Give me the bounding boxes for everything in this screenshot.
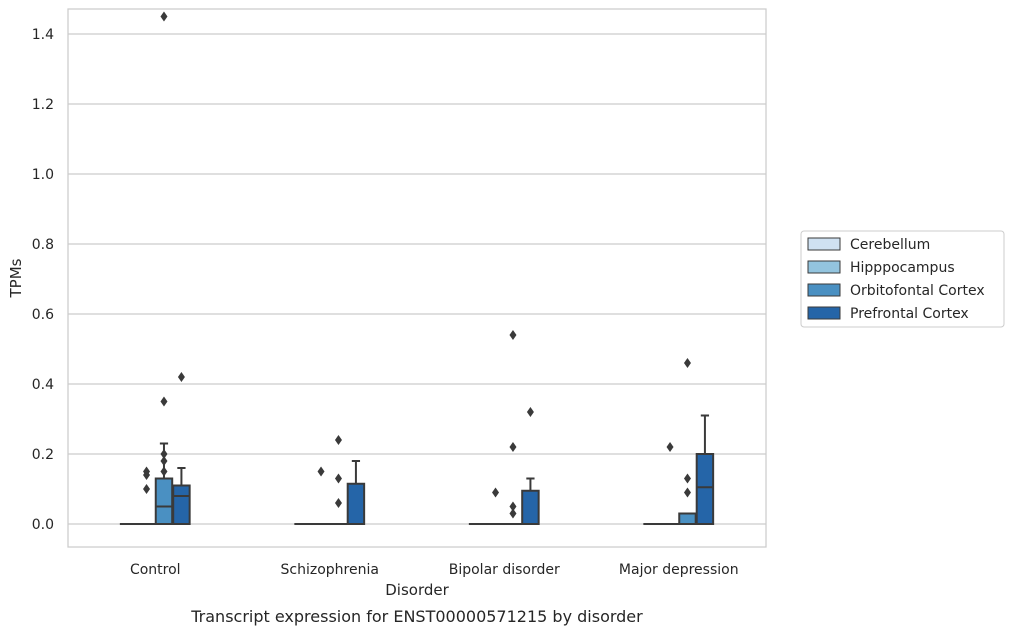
legend-label: Cerebellum <box>850 237 930 253</box>
box <box>695 414 715 525</box>
outlier-point <box>160 449 168 459</box>
outlier-point <box>317 466 325 477</box>
outlier-point <box>683 473 691 484</box>
box <box>346 460 366 525</box>
y-tick-label: 1.2 <box>32 97 54 113</box>
legend-label: Hipppocampus <box>850 260 955 276</box>
box-body <box>678 512 697 525</box>
y-tick-label: 1.4 <box>32 27 54 43</box>
box <box>521 477 540 525</box>
outlier-point <box>160 466 168 477</box>
y-tick-label: 0.2 <box>32 447 54 463</box>
outlier-point <box>509 442 517 452</box>
x-tick-label: Control <box>130 562 181 578</box>
x-axis-label: Disorder <box>385 581 449 599</box>
plot-frame <box>67 8 767 548</box>
x-tick-label: Schizophrenia <box>281 562 379 578</box>
outlier-point <box>492 487 500 498</box>
y-axis-label: TPMs <box>7 258 25 298</box>
outlier-point <box>160 11 168 22</box>
y-axis-ticks: 0.0 0.2 0.4 0.6 0.8 1.0 1.2 1.4 <box>32 27 54 533</box>
legend-swatch <box>807 260 841 274</box>
outlier-point <box>509 330 517 340</box>
legend-label: Orbitofontal Cortex <box>850 283 985 299</box>
legend: Cerebellum Hipppocampus Orbitofontal Corte… <box>800 230 1005 328</box>
legend-swatch <box>807 237 841 251</box>
box-series <box>119 414 715 526</box>
box <box>172 467 191 525</box>
outlier-point <box>334 498 342 508</box>
box-body <box>521 489 540 525</box>
legend-swatch <box>807 306 841 320</box>
outlier-point <box>509 501 517 512</box>
box-body <box>695 453 715 525</box>
x-tick-label: Major depression <box>619 562 739 578</box>
outlier-point <box>160 396 168 407</box>
y-tick-label: 0.6 <box>32 307 54 323</box>
box-body <box>346 482 366 525</box>
outlier-point <box>334 435 342 445</box>
gridlines <box>68 33 766 525</box>
box-body <box>172 484 191 525</box>
x-tick-label: Bipolar disorder <box>449 562 560 578</box>
outlier-point <box>143 484 151 494</box>
outlier-point <box>143 466 151 477</box>
legend-frame <box>800 230 1005 328</box>
outlier-point <box>666 442 674 452</box>
outlier-point <box>683 358 691 368</box>
y-tick-label: 1.0 <box>32 167 54 183</box>
outlier-points <box>143 11 691 519</box>
y-tick-label: 0.0 <box>32 517 54 533</box>
outlier-point <box>334 473 342 484</box>
outlier-point <box>177 372 185 382</box>
legend-label: Prefrontal Cortex <box>850 306 969 322</box>
box <box>678 512 697 525</box>
outlier-point <box>509 508 517 519</box>
box-body <box>154 477 174 525</box>
outlier-point <box>160 456 168 466</box>
outlier-point <box>683 487 691 498</box>
legend-swatch <box>807 283 841 297</box>
x-axis-ticks: Control Schizophrenia Bipolar disorder Majo… <box>130 562 739 578</box>
outlier-point <box>526 407 534 417</box>
y-tick-label: 0.8 <box>32 237 54 253</box>
y-tick-label: 0.4 <box>32 377 54 393</box>
figure-caption: Transcript expression for ENST0000057121… <box>190 607 643 626</box>
